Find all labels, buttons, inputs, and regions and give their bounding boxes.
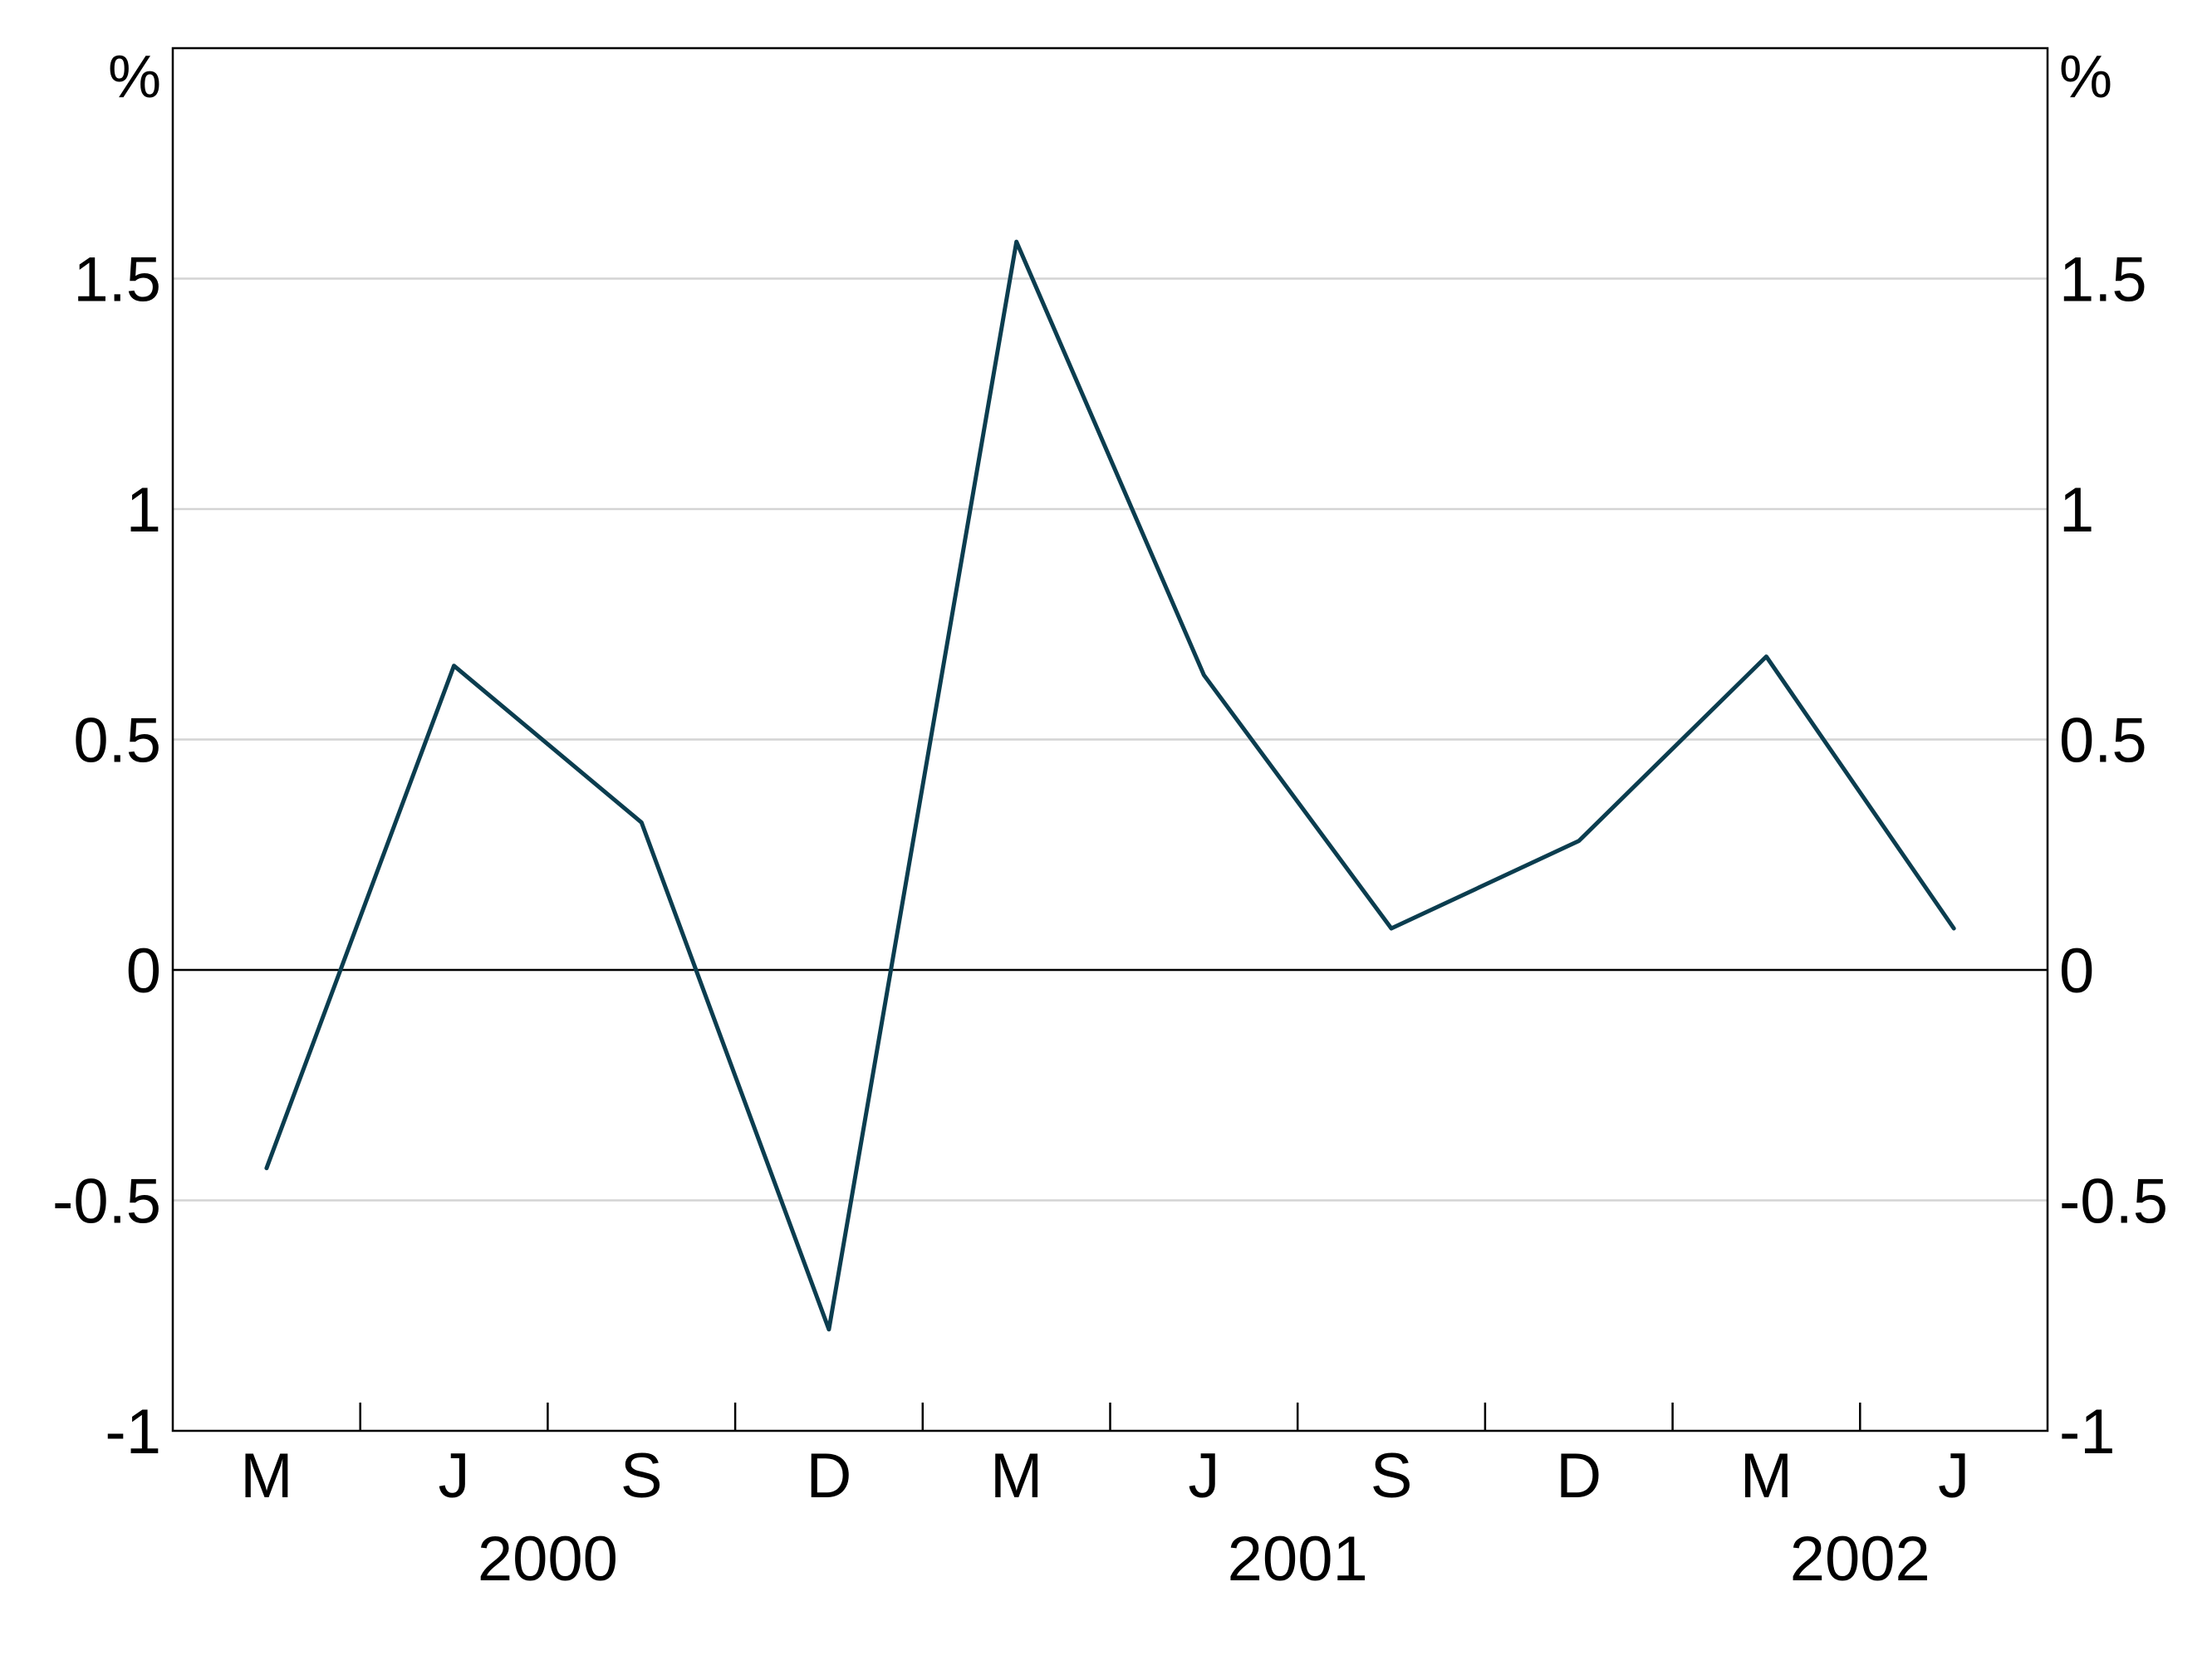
x-tick-label: M — [1740, 1441, 1793, 1511]
x-tick-label: D — [807, 1441, 852, 1511]
x-tick-label: M — [240, 1441, 292, 1511]
x-tick-label: M — [990, 1441, 1042, 1511]
y-axis-left-labels: -1 -0.5 0 0.5 1 1.5 — [52, 245, 161, 1468]
x-tick-label: J — [439, 1441, 470, 1511]
y-axis-right-unit: % — [2059, 44, 2112, 110]
y-tick-label-left: 0.5 — [73, 706, 161, 776]
x-tick-label: J — [1938, 1441, 1969, 1511]
y-tick-label-right: 1.5 — [2059, 245, 2147, 316]
x-axis-year-labels: 2000 2001 2002 — [478, 1524, 1930, 1594]
x-tick-label: J — [1188, 1441, 1219, 1511]
y-tick-label-left: -0.5 — [52, 1167, 161, 1237]
x-tick-label: D — [1556, 1441, 1601, 1511]
y-tick-label-left: 1 — [126, 475, 161, 546]
y-tick-label-right: 0 — [2059, 936, 2094, 1006]
x-year-label: 2001 — [1228, 1524, 1368, 1594]
gridlines — [173, 277, 2048, 1202]
y-tick-label-left: -1 — [105, 1397, 161, 1467]
x-tick-label: S — [1371, 1441, 1413, 1511]
y-tick-label-right: 0.5 — [2059, 706, 2147, 776]
y-tick-label-right: -1 — [2059, 1397, 2116, 1467]
y-axis-right-labels: -1 -0.5 0 0.5 1 1.5 — [2059, 245, 2168, 1468]
y-tick-label-left: 0 — [126, 936, 161, 1006]
x-year-label: 2002 — [1790, 1524, 1930, 1594]
x-year-label: 2000 — [478, 1524, 618, 1594]
x-tick-label: S — [620, 1441, 663, 1511]
x-axis-ticks — [359, 1403, 1861, 1431]
y-axis-left-unit: % — [108, 44, 161, 110]
series-group — [264, 239, 1956, 1332]
y-tick-label-left: 1.5 — [73, 245, 161, 316]
y-tick-label-right: -0.5 — [2059, 1167, 2168, 1237]
series-line — [264, 239, 1956, 1332]
y-tick-label-right: 1 — [2059, 475, 2094, 546]
